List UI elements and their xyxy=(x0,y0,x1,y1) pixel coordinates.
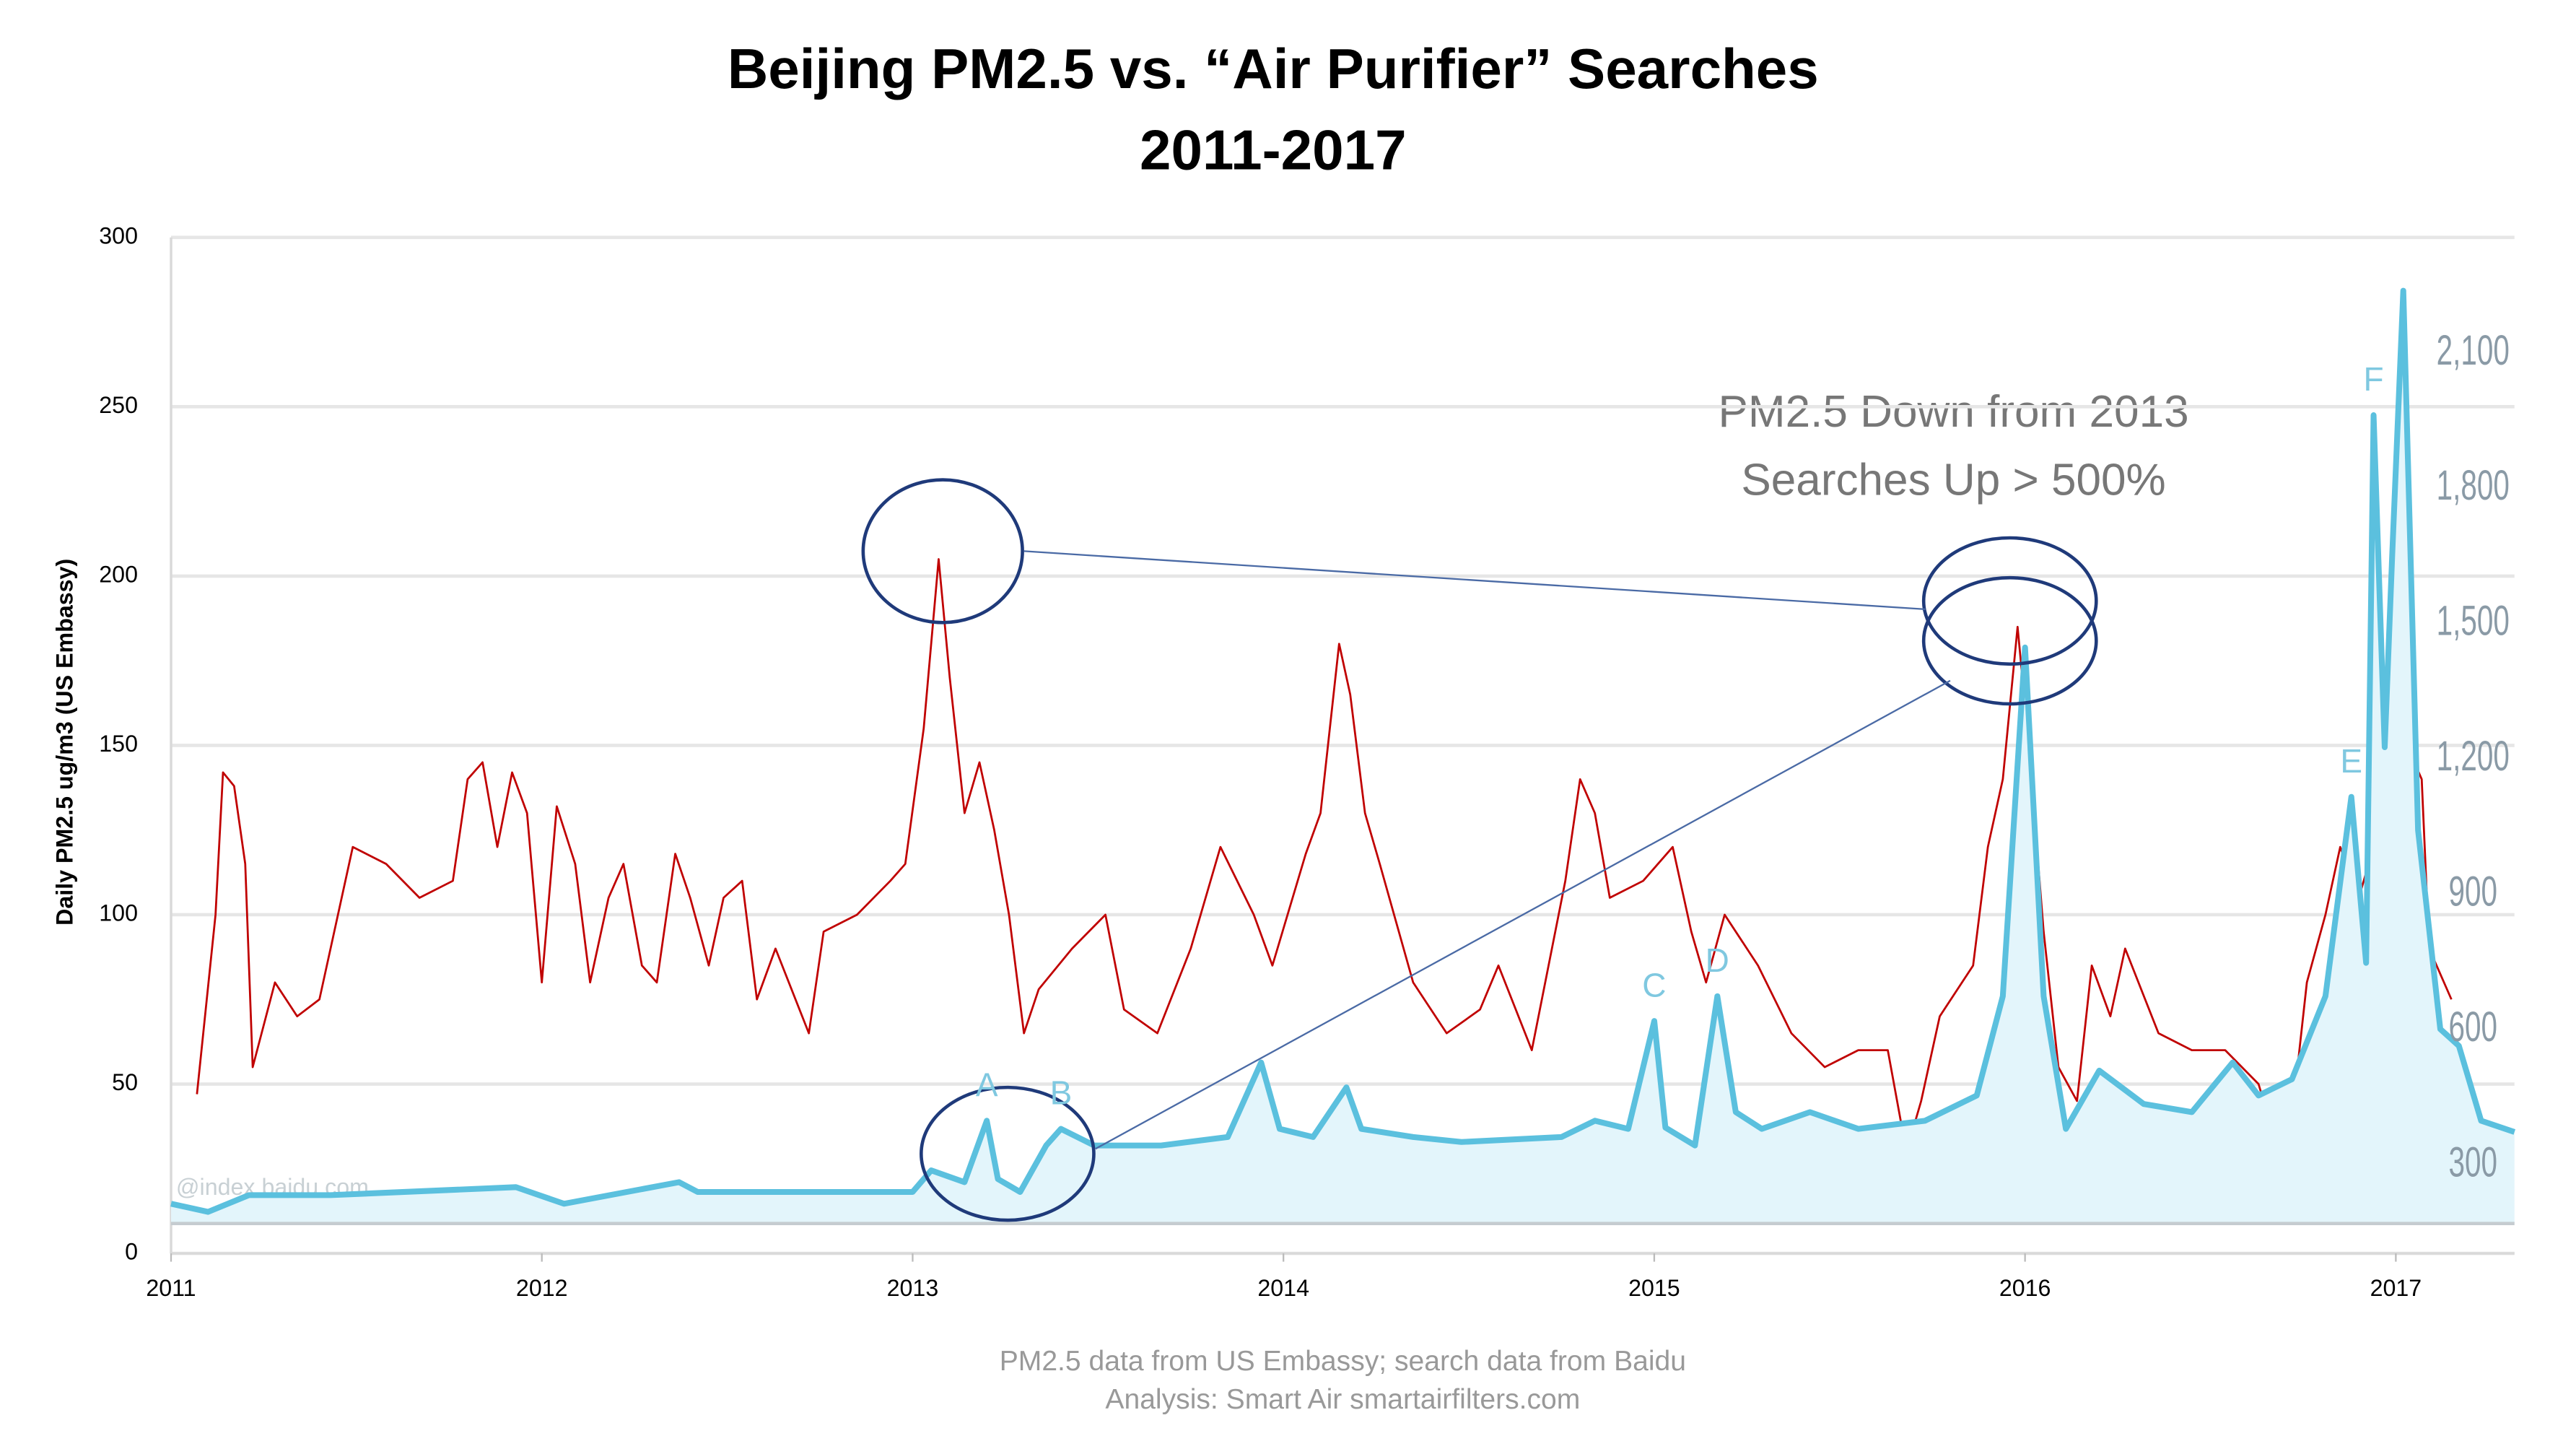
y-tick-label: 300 xyxy=(99,222,138,248)
footer: Analysis: Smart Air smartairfilters.com xyxy=(1105,1384,1580,1415)
y2-tick-label: 900 xyxy=(2449,868,2498,915)
connector xyxy=(1095,679,1951,1150)
y-tick-label: 150 xyxy=(99,731,138,757)
y2-tick-label: 1,200 xyxy=(2437,733,2510,780)
y-tick-label: 200 xyxy=(99,561,138,587)
y-tick-label: 100 xyxy=(99,900,138,926)
point-label: A xyxy=(976,1066,998,1103)
line xyxy=(196,558,2453,1153)
x-tick-label: 2014 xyxy=(1257,1275,1309,1301)
y2-tick-label: 2,100 xyxy=(2437,327,2510,374)
y-axis-label: Daily PM2.5 ug/m3 (US Embassy) xyxy=(52,559,78,926)
x-tick-label: 2015 xyxy=(1628,1275,1680,1301)
x-tick-label: 2013 xyxy=(887,1275,939,1301)
annotation: Searches Up > 500% xyxy=(1741,456,2165,505)
footer: PM2.5 data from US Embassy; search data … xyxy=(1000,1346,1686,1377)
point-label: B xyxy=(1050,1074,1073,1112)
y-tick-label: 250 xyxy=(99,392,138,418)
y2-tick-label: 1,500 xyxy=(2437,597,2510,644)
y-tick-label: 0 xyxy=(125,1239,138,1265)
point-label: D xyxy=(1706,941,1729,979)
highlight-circle xyxy=(1921,536,2098,666)
point-label: F xyxy=(2364,360,2384,398)
area xyxy=(170,290,2515,1224)
chart-subtitle: 2011-2017 xyxy=(1140,118,1407,182)
y2-tick-label: 1,800 xyxy=(2437,462,2510,509)
highlight-circle xyxy=(861,478,1024,625)
y-tick-label: 50 xyxy=(112,1069,138,1095)
y2-tick-label: 300 xyxy=(2449,1139,2498,1185)
y2-tick-label: 600 xyxy=(2449,1004,2498,1050)
connector xyxy=(1023,550,1926,611)
highlight-circle xyxy=(920,1085,1096,1222)
point-label: E xyxy=(2340,742,2362,780)
x-tick-label: 2011 xyxy=(146,1275,196,1301)
highlight-circle xyxy=(1921,575,2098,706)
point-label: C xyxy=(1642,966,1666,1004)
annotation: PM2.5 Down from 2013 xyxy=(1719,387,2189,437)
chart-title: Beijing PM2.5 vs. “Air Purifier” Searche… xyxy=(728,37,1819,100)
x-tick-label: 2012 xyxy=(516,1275,568,1301)
line xyxy=(170,287,2516,1215)
x-tick-label: 2017 xyxy=(2370,1275,2422,1301)
highlights xyxy=(861,478,2098,1222)
x-tick-label: 2016 xyxy=(1999,1275,2051,1301)
